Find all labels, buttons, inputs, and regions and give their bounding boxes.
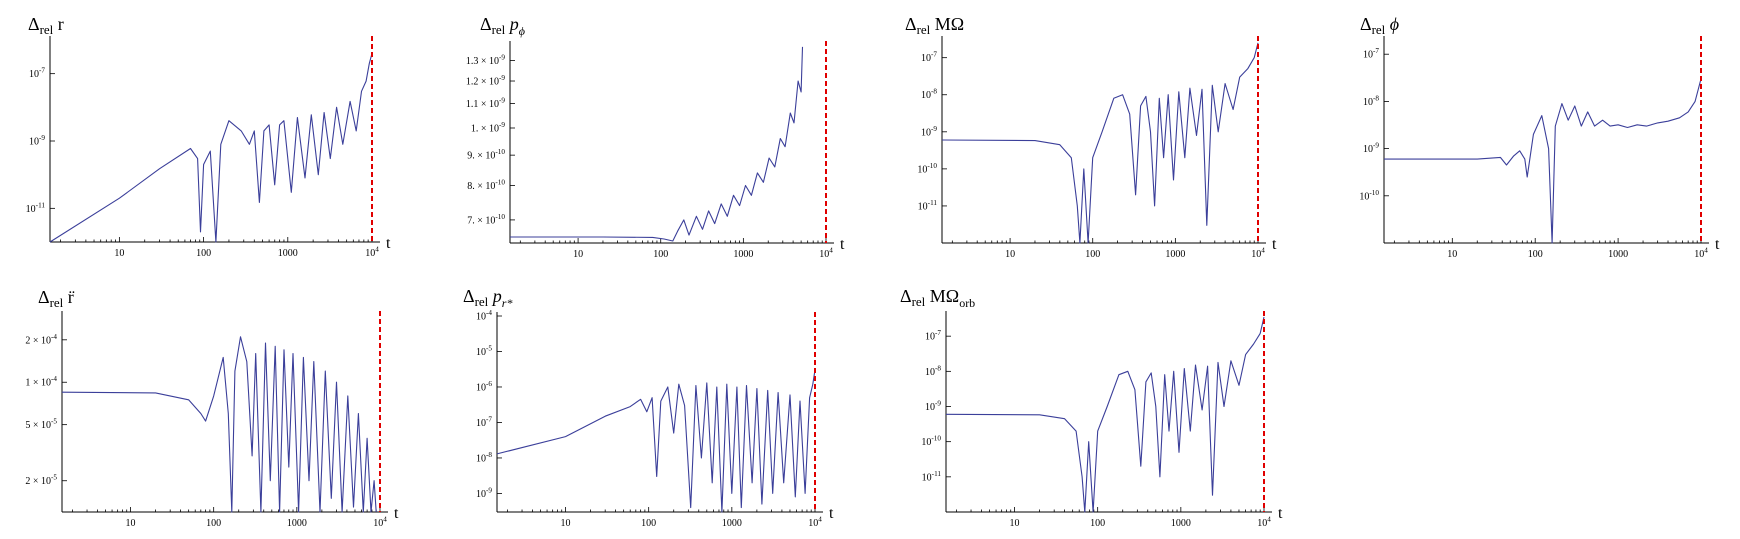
x-tick-label: 1000 (287, 518, 307, 529)
series-line-1 (945, 316, 1265, 513)
x-tick-label: 10 (561, 518, 571, 529)
chart-panel-3: 10 100 1000 104 10-11 10-10 10-9 10-8 10-7 t Δrel … (905, 14, 1277, 260)
x-axis-label: t (1715, 236, 1720, 253)
x-tick-label: 104 (1694, 247, 1708, 261)
chart-title: Δrel pϕ (480, 14, 525, 38)
chart-panel-1: 10 100 1000 104 10-11 10-9 10-7 t Δrel r (26, 14, 391, 259)
y-tick-label: 10-8 (1363, 94, 1379, 108)
x-tick-label: 1000 (278, 248, 298, 259)
y-tick-label: 10-10 (917, 162, 937, 176)
y-tick-label: 10-6 (476, 380, 492, 394)
y-tick-label: 10-8 (925, 364, 941, 378)
y-tick-label: 10-9 (476, 486, 492, 500)
x-tick-label: 10 (1005, 249, 1015, 260)
y-tick-label: 10-11 (918, 199, 938, 213)
x-axis-label: t (1272, 236, 1277, 253)
chart-title: Δrel r̈ (38, 287, 75, 310)
series-line-1 (510, 46, 804, 242)
series-line-1 (496, 369, 816, 513)
chart-panel-2: 10 100 1000 104 7. × 10-10 8. × 10-10 9. × 10-… (466, 14, 845, 260)
x-tick-label: 100 (1528, 249, 1543, 260)
y-tick-label: 5 × 10-5 (25, 418, 57, 432)
y-tick-label: 1. × 10-9 (471, 121, 506, 135)
chart-panel-6: 10 100 1000 104 10-9 10-8 10-7 10-6 10-5 10-4 t Δre… (463, 286, 834, 529)
x-tick-label: 10 (1447, 249, 1457, 260)
series-line-1 (1384, 78, 1702, 244)
chart-title: Δrel MΩ (905, 14, 964, 37)
y-tick-label: 10-11 (26, 201, 46, 215)
y-tick-label: 10-8 (476, 451, 492, 465)
x-tick-label: 100 (641, 518, 656, 529)
y-tick-label: 2 × 10-5 (25, 474, 57, 488)
y-tick-label: 9. × 10-10 (467, 148, 505, 162)
chart-panel-4: 10 100 1000 104 10-10 10-9 10-8 10-7 t Δrel ϕ (1359, 14, 1720, 260)
y-tick-label: 10-7 (476, 415, 492, 429)
chart-title: Δrel pr* (463, 286, 512, 310)
x-tick-label: 100 (1085, 249, 1100, 260)
y-tick-label: 1.1 × 10-9 (466, 96, 506, 110)
x-tick-label: 1000 (733, 249, 753, 260)
x-tick-label: 104 (1257, 516, 1271, 530)
y-tick-label: 10-7 (921, 51, 937, 65)
x-tick-label: 1000 (1171, 518, 1191, 529)
chart-panel-5: 10 100 1000 104 2 × 10-5 5 × 10-5 1 × 10-4 2 × … (25, 287, 399, 529)
x-tick-label: 1000 (1165, 249, 1185, 260)
x-tick-label: 10 (573, 249, 583, 260)
y-tick-label: 1.2 × 10-9 (466, 74, 506, 88)
series-line-1 (941, 42, 1259, 244)
x-axis-label: t (394, 505, 399, 522)
y-tick-label: 2 × 10-4 (25, 333, 57, 347)
x-tick-label: 10 (114, 248, 124, 259)
x-axis-label: t (1278, 505, 1283, 522)
y-tick-label: 10-7 (925, 329, 941, 343)
x-tick-label: 104 (1251, 247, 1265, 261)
y-tick-label: 7. × 10-10 (467, 213, 505, 227)
x-tick-label: 100 (1090, 518, 1105, 529)
y-tick-label: 10-7 (29, 67, 45, 81)
x-tick-label: 1000 (722, 518, 742, 529)
x-tick-label: 104 (365, 246, 379, 260)
x-axis-label: t (829, 505, 834, 522)
y-tick-label: 10-11 (922, 470, 942, 484)
y-tick-label: 10-8 (921, 88, 937, 102)
y-tick-label: 10-9 (921, 125, 937, 139)
y-tick-label: 8. × 10-10 (467, 178, 505, 192)
x-tick-label: 104 (819, 247, 833, 261)
y-tick-label: 10-5 (476, 344, 492, 358)
x-axis-label: t (840, 236, 845, 253)
x-tick-label: 100 (196, 248, 211, 259)
y-tick-label: 10-10 (921, 435, 941, 449)
chart-panel-7: 10 100 1000 104 10-11 10-10 10-9 10-8 10-7 t Δrel … (900, 286, 1283, 529)
y-tick-label: 10-4 (476, 309, 492, 323)
y-tick-label: 10-9 (925, 400, 941, 414)
x-tick-label: 100 (653, 249, 668, 260)
y-tick-label: 10-9 (29, 134, 45, 148)
chart-title: Δrel ϕ (1360, 14, 1399, 37)
y-tick-label: 10-9 (1363, 142, 1379, 156)
x-tick-label: 10 (126, 518, 136, 529)
x-tick-label: 1000 (1608, 249, 1628, 260)
x-tick-label: 100 (206, 518, 221, 529)
x-axis-label: t (386, 235, 391, 252)
y-tick-label: 10-7 (1363, 47, 1379, 61)
series-line-1 (61, 336, 377, 513)
series-line-1 (49, 53, 373, 243)
chart-title: Δrel MΩorb (900, 286, 975, 310)
chart-title: Δrel r (28, 14, 64, 37)
x-tick-label: 104 (808, 516, 822, 530)
y-tick-label: 10-10 (1359, 189, 1379, 203)
y-tick-label: 1 × 10-4 (25, 375, 57, 389)
y-tick-label: 1.3 × 10-9 (466, 53, 506, 67)
x-tick-label: 10 (1010, 518, 1020, 529)
x-tick-label: 104 (373, 516, 387, 530)
